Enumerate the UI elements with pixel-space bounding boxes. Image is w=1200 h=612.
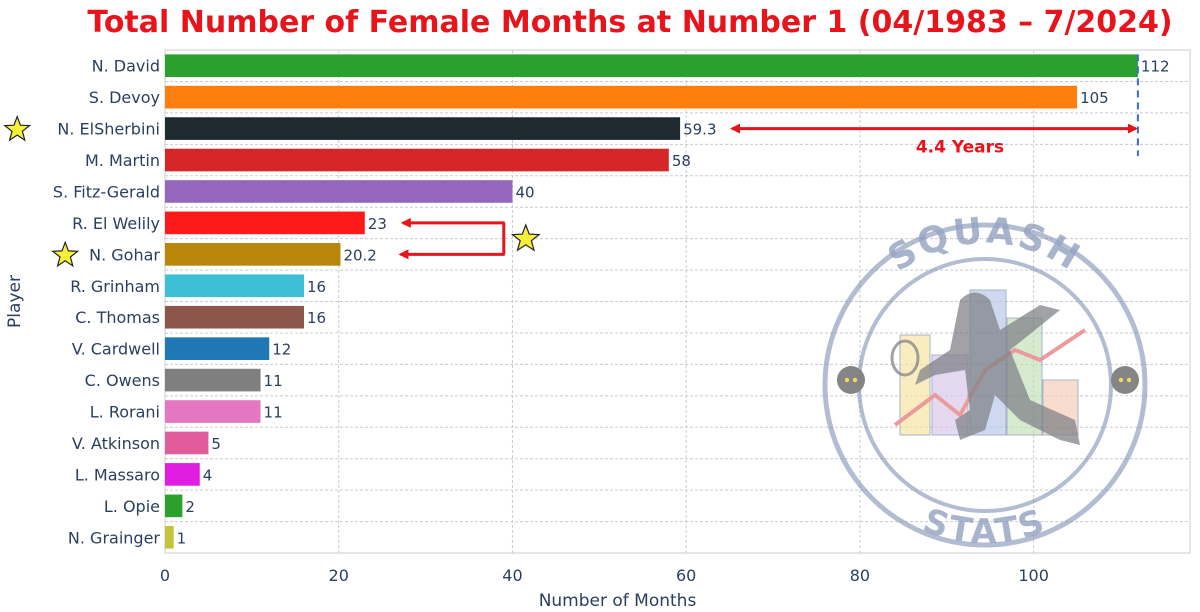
x-tick-label: 20 — [329, 566, 349, 585]
logo-outer-ring — [822, 222, 1148, 548]
category-tick-label: L. Massaro — [75, 465, 160, 484]
logo-ball-dot — [1126, 377, 1132, 383]
logo-player-silhouette — [915, 292, 1080, 445]
bar — [165, 117, 681, 140]
category-tick-label: S. Fitz-Gerald — [53, 182, 160, 201]
data-label: 2 — [185, 498, 195, 516]
category-tick-label: V. Atkinson — [72, 434, 160, 453]
data-label: 105 — [1080, 89, 1109, 107]
category-tick-label: N. Grainger — [68, 528, 161, 547]
logo-ball-dot — [1118, 377, 1124, 383]
bar — [165, 494, 183, 518]
bar — [165, 180, 513, 203]
x-tick-label: 100 — [1018, 566, 1049, 585]
logo-ball-icon — [837, 366, 865, 394]
bar — [165, 525, 174, 549]
data-label: 12 — [272, 341, 291, 359]
category-tick-label: N. David — [92, 57, 160, 76]
data-label: 5 — [211, 435, 221, 453]
x-tick-label: 40 — [502, 566, 522, 585]
data-label: 16 — [307, 278, 326, 296]
y-axis-title: Player — [5, 275, 25, 328]
star-icon — [3, 114, 32, 142]
logo-top-text: SQUASH — [881, 210, 1089, 279]
bar — [165, 54, 1138, 78]
logo-group: SQUASH STATS — [822, 210, 1148, 552]
annotations: 4.4 Years — [398, 54, 1139, 260]
category-tick-label: N. ElSherbini — [57, 120, 160, 139]
data-label: 16 — [307, 309, 326, 327]
category-tick-label: C. Thomas — [75, 308, 160, 327]
data-label: 4 — [203, 466, 213, 484]
logo-ball-dot — [852, 377, 858, 383]
bar — [165, 368, 261, 392]
logo-bottom-textpath: STATS — [918, 501, 1049, 552]
x-tick-label: 0 — [160, 566, 170, 585]
bar — [165, 463, 200, 486]
category-tick-label: R. El Welily — [72, 214, 160, 233]
grid-lines — [164, 49, 1191, 554]
chart-title: Total Number of Female Months at Number … — [87, 5, 1172, 40]
data-label: 11 — [264, 404, 283, 422]
bar — [165, 211, 365, 235]
x-axis-title: Number of Months — [539, 591, 697, 611]
category-tick-label: C. Owens — [85, 371, 160, 390]
logo-bottom-text: STATS — [918, 501, 1052, 552]
logo-ball-dot — [844, 377, 850, 383]
bar — [165, 148, 669, 172]
bar — [165, 400, 261, 423]
data-label: 1 — [177, 529, 187, 547]
axes: N. David S. Devoy N. ElSherbini M. Martin S.… — [3, 57, 1049, 611]
logo-ball-icon — [1111, 366, 1139, 394]
data-label: 23 — [368, 215, 387, 233]
data-label: 11 — [264, 372, 283, 390]
data-label: 58 — [672, 152, 691, 170]
annotation-label: 4.4 Years — [916, 138, 1004, 158]
x-tick-label: 60 — [676, 566, 696, 585]
star-icon — [510, 223, 541, 252]
logo-top-textpath: SQUASH — [881, 210, 1086, 279]
bars: 112 105 59.3 58 40 23 20.2 16 16 12 11 11 5 42 1 — [165, 54, 1170, 549]
category-tick-label: N. Gohar — [89, 245, 160, 264]
bar — [165, 431, 209, 455]
bar — [165, 274, 304, 298]
logo-racket-icon — [890, 339, 920, 377]
squash-stats-logo: SQUASH STATS — [822, 210, 1148, 552]
category-tick-label: V. Cardwell — [72, 340, 160, 359]
bar — [165, 305, 304, 329]
bar — [165, 337, 270, 360]
bar — [165, 85, 1078, 109]
data-label: 40 — [515, 183, 534, 201]
star-icon — [51, 240, 80, 268]
category-tick-label: R. Grinham — [70, 277, 160, 296]
x-tick-label: 80 — [850, 566, 870, 585]
data-label: 59.3 — [683, 121, 716, 139]
data-label: 112 — [1141, 58, 1170, 76]
category-tick-label: L. Opie — [104, 497, 160, 516]
data-label: 20.2 — [343, 246, 376, 264]
category-tick-label: L. Rorani — [90, 403, 160, 422]
category-tick-label: M. Martin — [85, 151, 160, 170]
bar — [165, 243, 341, 266]
category-tick-label: S. Devoy — [89, 88, 160, 107]
